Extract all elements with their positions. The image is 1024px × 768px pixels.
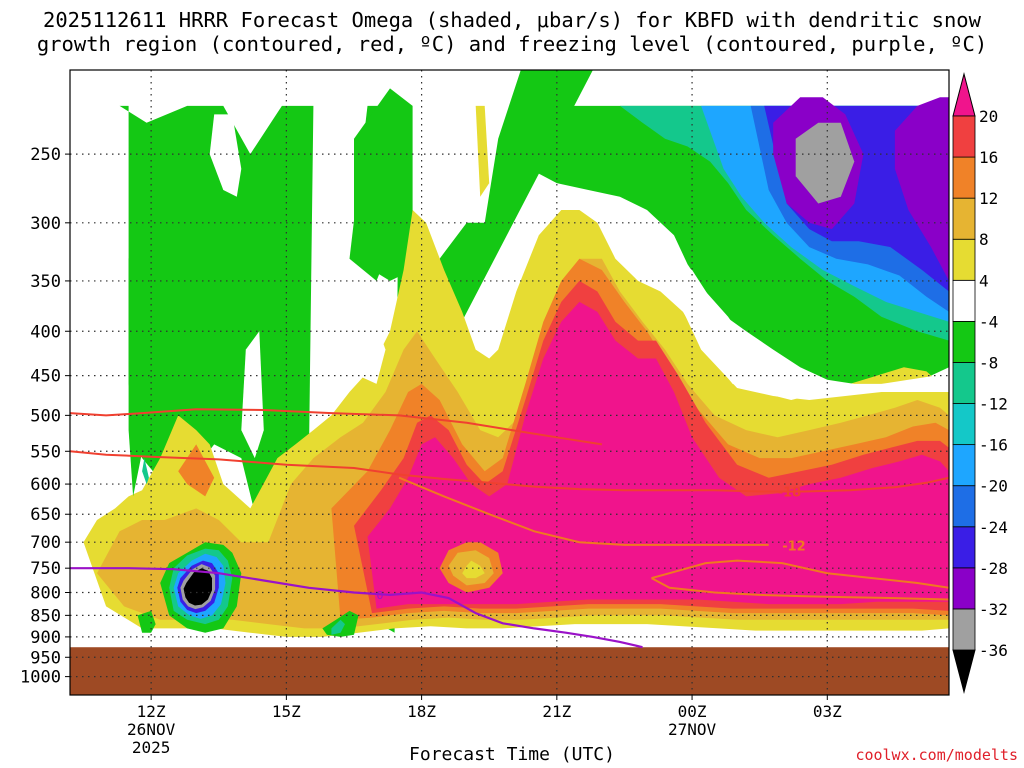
contour-m12: [398, 476, 769, 546]
colorbar-label: -36: [979, 641, 1008, 660]
y-tick-label: 750: [30, 559, 61, 579]
omega-region-4: [462, 560, 485, 579]
omega-shaded-regions: [83, 70, 949, 637]
omega-region--8: [128, 235, 152, 497]
x-tick-label: 21Z: [542, 702, 571, 721]
omega-region-12: [178, 444, 215, 497]
colorbar-label: -8: [979, 353, 998, 372]
freezing-level-line: [70, 567, 643, 649]
colorbar-bottom-arrow: [952, 649, 976, 694]
chart-title-line-1: 2025112611 HRRR Forecast Omega (shaded, …: [43, 8, 981, 32]
contour-m12b: [651, 559, 949, 589]
x-tick-date: 26NOV: [127, 720, 176, 739]
colorbar-swatch: [952, 403, 976, 446]
omega-region--4: [354, 88, 413, 281]
omega-region-4: [209, 114, 242, 197]
y-tick-label: 450: [30, 367, 61, 387]
y-tick-label: 700: [30, 533, 61, 553]
contour-label: -12: [782, 539, 806, 554]
colorbar-label: -16: [979, 436, 1008, 455]
contour-dgz-bot: [70, 450, 949, 493]
colorbar-legend: -36 -32 -28 -24 -20 -16 -12 -8 -4 4 8 12 16 20: [952, 72, 1008, 694]
colorbar-label: -20: [979, 477, 1008, 496]
plot-border: [69, 69, 950, 696]
plot-frame: [69, 69, 950, 696]
pressure-axis: 2503003504004505005506006507007508008509…: [20, 145, 70, 688]
y-tick-label: 900: [30, 628, 61, 648]
colorbar-swatch: [952, 115, 976, 158]
x-tick-label: 12Z: [137, 702, 166, 721]
colorbar-swatch: [952, 608, 976, 651]
colorbar-swatch: [952, 485, 976, 528]
ground-fill: [70, 647, 949, 695]
x-tick-label: 15Z: [272, 702, 301, 721]
omega-region--32: [795, 122, 855, 204]
colorbar-label: -32: [979, 600, 1008, 619]
omega-region-20: [367, 301, 949, 609]
omega-region-4: [241, 331, 264, 459]
y-tick-label: 550: [30, 442, 61, 462]
colorbar-label: 12: [979, 189, 998, 208]
omega-region-4: [475, 105, 490, 197]
y-tick-label: 400: [30, 322, 61, 342]
omega-region--8: [119, 105, 314, 543]
contour-lines: -18 -12 0: [70, 408, 949, 649]
y-tick-label: 500: [30, 406, 61, 426]
chart-title-line-2: growth region (contoured, red, ºC) and f…: [36, 32, 988, 56]
freezing-level-label: 0: [377, 589, 384, 602]
colorbar-label: -12: [979, 395, 1008, 414]
colorbar-label: 8: [979, 230, 989, 249]
y-tick-label: 350: [30, 272, 61, 292]
omega-region--36: [183, 568, 212, 606]
y-tick-label: 1000: [20, 668, 61, 688]
y-tick-label: 600: [30, 475, 61, 495]
x-tick-year: 2025: [132, 738, 171, 757]
site-credit[interactable]: coolwx.com/modelts: [855, 746, 1018, 764]
colorbar-swatch: [952, 238, 976, 281]
ground-below-surface: [70, 647, 949, 695]
colorbar-label: -4: [979, 312, 998, 331]
colorbar-label: -24: [979, 518, 1008, 537]
omega-region--12: [331, 619, 345, 635]
y-tick-label: 950: [30, 648, 61, 668]
colorbar-swatch: [952, 320, 976, 363]
omega-region--12: [142, 458, 149, 485]
x-tick-date: 27NOV: [668, 720, 717, 739]
colorbar-swatch: [952, 444, 976, 487]
y-tick-label: 850: [30, 606, 61, 626]
colorbar-top-arrow: [952, 72, 976, 117]
y-tick-label: 800: [30, 584, 61, 604]
colorbar-label: -28: [979, 559, 1008, 578]
colorbar-swatch: [952, 156, 976, 199]
x-tick-label: 18Z: [407, 702, 436, 721]
colorbar-swatch: [952, 279, 976, 322]
x-tick-label: 03Z: [813, 702, 842, 721]
y-tick-label: 300: [30, 214, 61, 234]
colorbar-swatch: [952, 526, 976, 569]
x-axis-title: Forecast Time (UTC): [409, 744, 615, 765]
y-tick-label: 250: [30, 145, 61, 165]
contour-dgz-top: [70, 408, 603, 446]
colorbar-swatch: [952, 567, 976, 610]
colorbar-swatch: [952, 362, 976, 404]
y-tick-label: 650: [30, 505, 61, 525]
colorbar-label: 4: [979, 271, 989, 290]
contour-label: -18: [778, 486, 802, 501]
colorbar-label: 16: [979, 148, 998, 167]
x-tick-label: 00Z: [678, 702, 707, 721]
omega-region-4: [349, 311, 386, 384]
colorbar-label: 20: [979, 107, 998, 126]
omega-region--28: [894, 97, 949, 281]
contour-m12c: [651, 577, 949, 601]
omega-region-4: [674, 258, 949, 400]
colorbar-swatch: [952, 197, 976, 240]
